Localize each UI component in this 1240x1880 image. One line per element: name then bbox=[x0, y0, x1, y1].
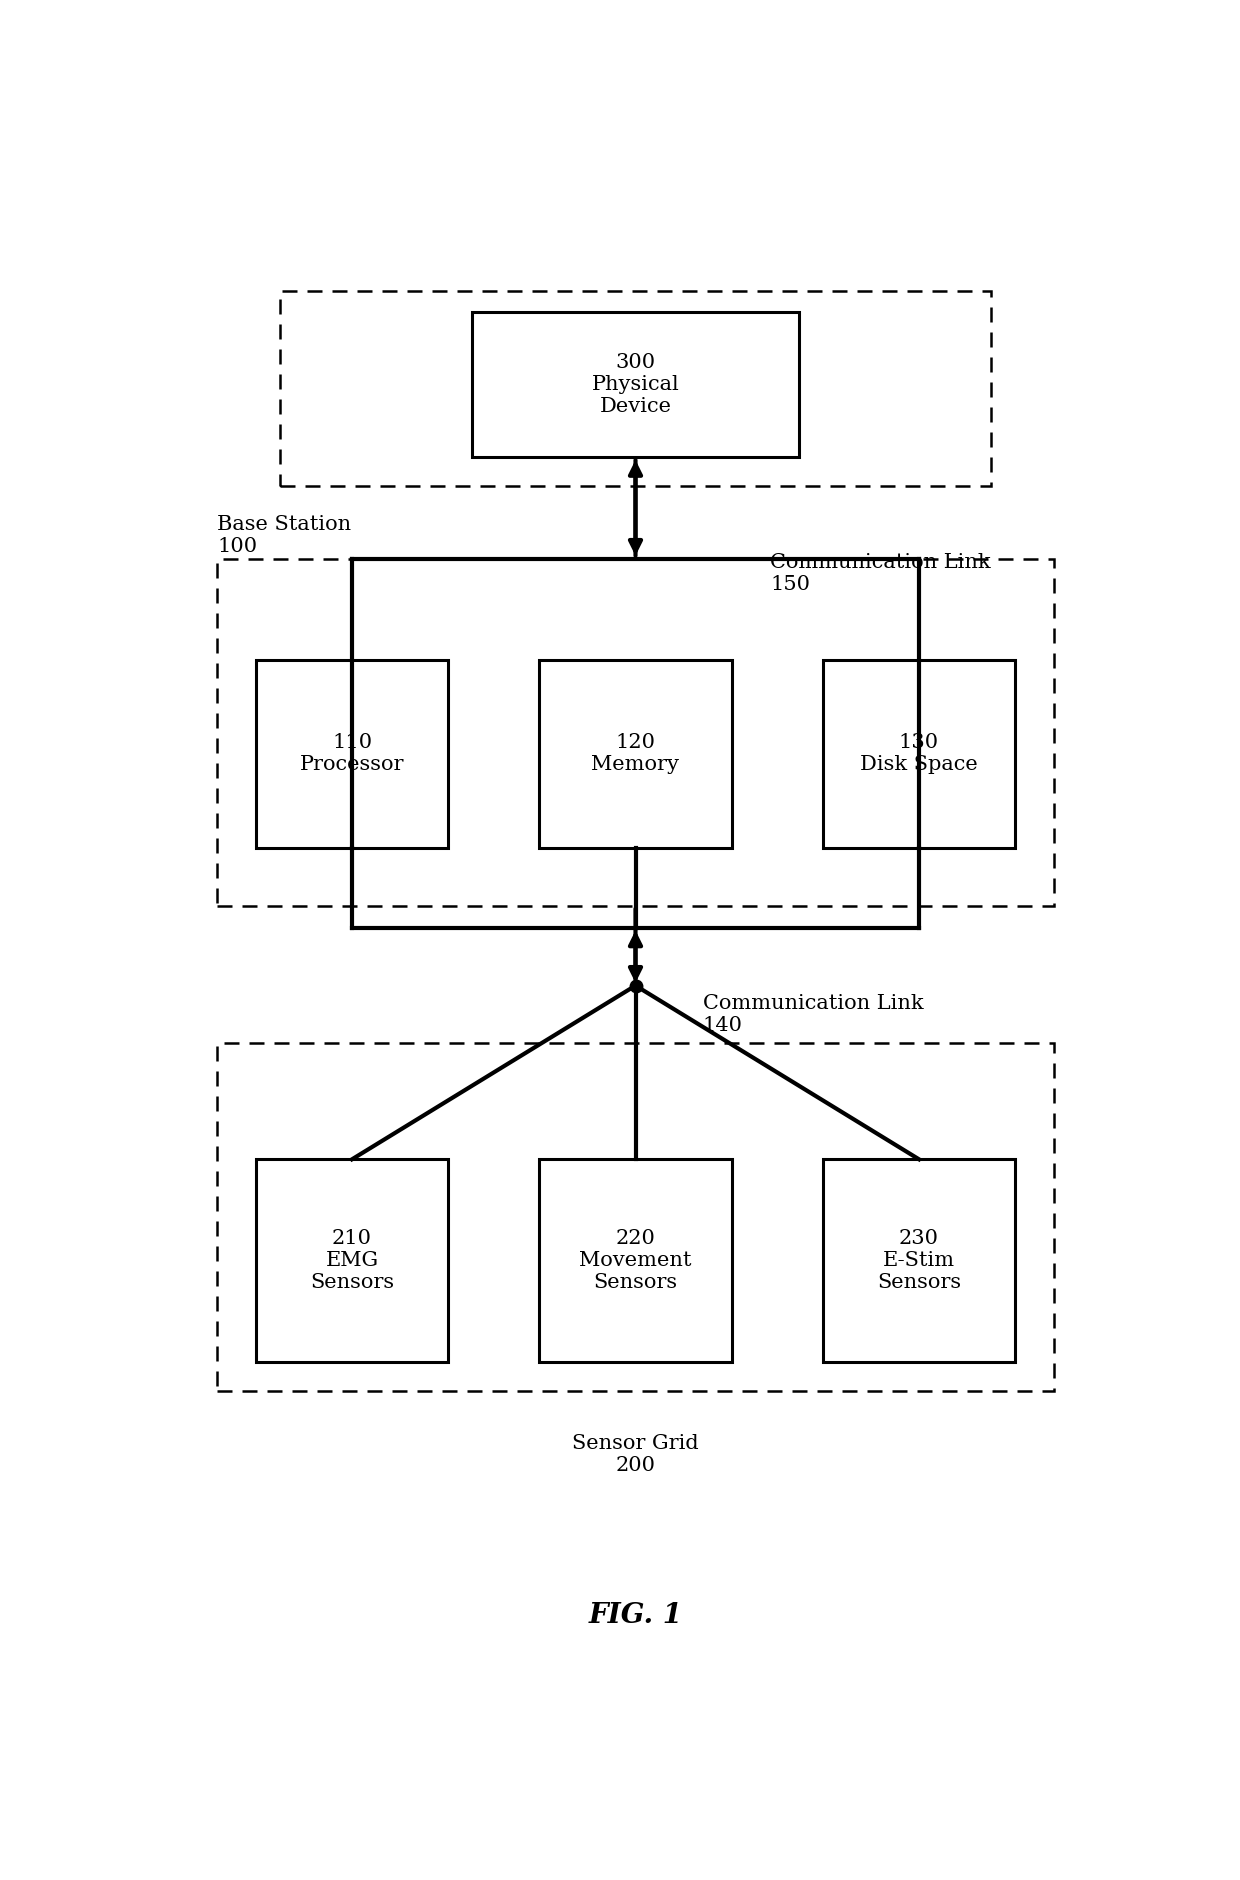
Text: 120
Memory: 120 Memory bbox=[591, 733, 680, 775]
Bar bbox=[823, 660, 1016, 848]
Text: 230
E-Stim
Sensors: 230 E-Stim Sensors bbox=[877, 1230, 961, 1292]
Bar bbox=[255, 660, 448, 848]
Text: 130
Disk Space: 130 Disk Space bbox=[861, 733, 978, 775]
Text: 210
EMG
Sensors: 210 EMG Sensors bbox=[310, 1230, 394, 1292]
Text: 110
Processor: 110 Processor bbox=[300, 733, 404, 775]
Bar bbox=[280, 291, 991, 487]
Bar bbox=[217, 558, 1054, 906]
Bar bbox=[217, 1043, 1054, 1391]
Text: Communication Link
150: Communication Link 150 bbox=[770, 553, 991, 594]
Bar bbox=[823, 1160, 1016, 1361]
Bar bbox=[472, 312, 799, 457]
Text: 220
Movement
Sensors: 220 Movement Sensors bbox=[579, 1230, 692, 1292]
Text: Communication Link
140: Communication Link 140 bbox=[703, 995, 924, 1036]
Text: 300
Physical
Device: 300 Physical Device bbox=[591, 353, 680, 415]
Text: FIG. 1: FIG. 1 bbox=[589, 1602, 682, 1628]
Bar bbox=[539, 660, 732, 848]
Text: Sensor Grid
200: Sensor Grid 200 bbox=[572, 1434, 699, 1476]
Bar bbox=[255, 1160, 448, 1361]
Text: Base Station
100: Base Station 100 bbox=[217, 515, 352, 556]
Bar bbox=[539, 1160, 732, 1361]
